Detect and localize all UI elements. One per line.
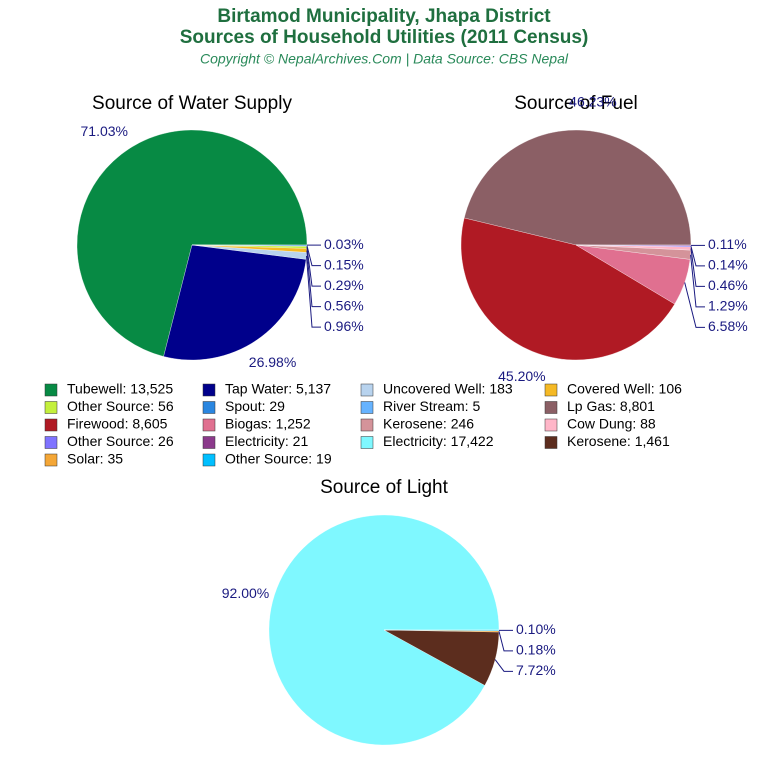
legend-swatch — [44, 383, 58, 397]
slice-label: 0.11% — [708, 236, 747, 252]
slice-label: 0.96% — [324, 318, 364, 334]
legend-label: Biogas: 1,252 — [225, 416, 311, 432]
leader-line — [690, 248, 705, 287]
slice-label: 92.00% — [222, 585, 269, 601]
leader-line — [690, 246, 705, 267]
legend-label: Uncovered Well: 183 — [383, 381, 513, 397]
slice-label: 0.46% — [708, 277, 748, 293]
legend-swatch — [202, 383, 216, 397]
leader-line — [306, 247, 321, 287]
legend-label: Cow Dung: 88 — [567, 416, 656, 432]
legend-swatch — [202, 453, 216, 467]
pie-slice — [460, 217, 675, 361]
title-line: Sources of Household Utilities (2011 Cen… — [180, 27, 589, 48]
leader-line — [690, 254, 705, 308]
legend-label: Tubewell: 13,525 — [67, 381, 173, 397]
slice-label: 26.98% — [249, 354, 296, 370]
slice-label: 0.03% — [324, 236, 364, 252]
leader-line — [306, 250, 321, 308]
legend-swatch — [202, 418, 216, 432]
leader-line — [684, 282, 705, 328]
slice-label: 1.29% — [708, 298, 748, 314]
legend-swatch — [360, 436, 374, 449]
pie-title: Source of Water Supply — [92, 93, 292, 114]
pie-slice — [464, 129, 692, 246]
legend-label: Other Source: 56 — [67, 398, 174, 414]
legend-swatch — [360, 401, 374, 414]
legend-label: River Stream: 5 — [383, 398, 480, 414]
subtitle: Copyright © NepalArchives.Com | Data Sou… — [200, 51, 569, 67]
slice-label: 0.56% — [324, 297, 364, 313]
legend-label: Covered Well: 106 — [567, 381, 682, 397]
slice-label: 71.03% — [81, 123, 128, 139]
leader-line — [306, 245, 321, 267]
slice-label: 0.29% — [324, 277, 364, 293]
legend-label: Electricity: 21 — [225, 433, 308, 449]
leader-line — [494, 659, 513, 672]
leader-line — [498, 631, 513, 652]
pie-title: Source of Light — [320, 477, 449, 498]
pie-slice — [76, 129, 308, 357]
title-line: Birtamod Municipality, Jhapa District — [217, 6, 551, 27]
legend-label: Kerosene: 246 — [383, 416, 474, 432]
legend-label: Other Source: 26 — [67, 433, 174, 449]
legend-label: Kerosene: 1,461 — [567, 433, 670, 449]
legend-label: Tap Water: 5,137 — [225, 381, 331, 397]
slice-label: 45.20% — [498, 368, 545, 384]
slice-label: 0.15% — [324, 256, 364, 272]
legend-swatch — [360, 383, 374, 397]
slice-label: 0.14% — [708, 257, 748, 273]
slice-label: 46.23% — [569, 94, 616, 110]
legend-swatch — [544, 436, 558, 449]
legend-swatch — [202, 436, 216, 449]
legend-label: Firewood: 8,605 — [67, 416, 168, 432]
legend-label: Other Source: 19 — [225, 451, 332, 467]
slice-label: 7.72% — [516, 662, 556, 678]
legend-label: Spout: 29 — [225, 398, 285, 414]
legend-swatch — [44, 436, 58, 449]
leader-line — [305, 255, 321, 328]
legend-swatch — [44, 401, 58, 414]
pie-title: Source of Fuel — [514, 93, 638, 114]
legend-swatch — [544, 383, 558, 397]
legend-swatch — [202, 401, 216, 414]
legend-swatch — [360, 418, 374, 432]
legend-label: Electricity: 17,422 — [383, 433, 494, 449]
slice-label: 0.18% — [516, 642, 556, 658]
legend-label: Solar: 35 — [67, 451, 123, 467]
legend-swatch — [544, 418, 558, 432]
slice-label: 0.10% — [516, 621, 556, 637]
legend-swatch — [544, 401, 558, 414]
legend-label: Lp Gas: 8,801 — [567, 398, 655, 414]
legend-swatch — [44, 418, 58, 432]
legend-swatch — [44, 453, 58, 467]
pie-slice — [163, 244, 307, 361]
slice-label: 6.58% — [708, 318, 748, 334]
